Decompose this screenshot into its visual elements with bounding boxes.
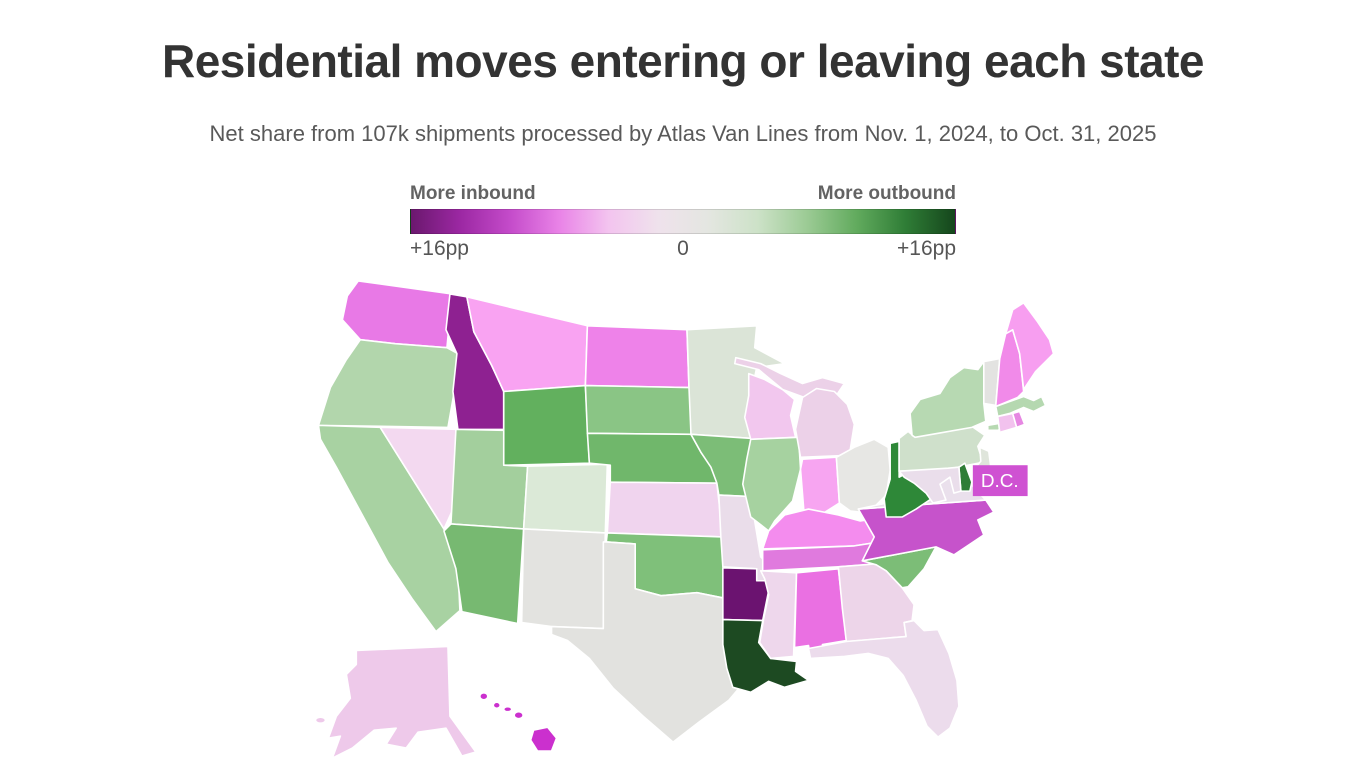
state-hawaii-kauai[interactable] (479, 692, 489, 701)
state-michigan[interactable] (794, 387, 856, 459)
legend-tick-center: 0 (677, 237, 689, 260)
page-title: Residential moves entering or leaving ea… (161, 35, 1205, 87)
state-alaska[interactable] (327, 645, 477, 759)
dc-label-text: D.C. (981, 471, 1019, 492)
dc-label-group[interactable]: D.C. (972, 465, 1028, 497)
state-ohio[interactable] (835, 438, 891, 514)
state-oregon[interactable] (317, 338, 459, 429)
state-hawaii-oahu[interactable] (492, 701, 502, 710)
color-legend: More inbound More outbound +16pp 0 +16pp (410, 183, 956, 261)
state-alaska-island[interactable] (314, 716, 327, 724)
state-kansas[interactable] (606, 481, 724, 538)
state-mississippi[interactable] (758, 569, 798, 660)
state-new-mexico[interactable] (520, 528, 607, 630)
state-hawaii-big-island[interactable] (529, 726, 558, 752)
state-new-york[interactable] (909, 360, 996, 439)
state-colorado[interactable] (522, 463, 609, 534)
state-hawaii-maui[interactable] (513, 710, 524, 720)
dc-label-box (972, 465, 1028, 497)
state-michigan-up[interactable] (733, 356, 846, 399)
page-subtitle: Net share from 107k shipments processed … (209, 121, 1157, 146)
state-maine[interactable] (1004, 302, 1055, 391)
state-maryland[interactable] (898, 466, 962, 504)
legend-gradient-bar (410, 209, 956, 234)
legend-tick-left: +16pp (410, 237, 469, 260)
state-north-dakota[interactable] (584, 324, 690, 389)
legend-label-inbound: More inbound (410, 183, 536, 204)
state-south-dakota[interactable] (584, 384, 696, 436)
us-choropleth-map: D.C. (298, 270, 1070, 768)
state-hawaii-molokai[interactable] (502, 705, 513, 713)
state-wyoming[interactable] (502, 384, 591, 467)
legend-tick-right: +16pp (897, 237, 956, 260)
state-florida[interactable] (807, 619, 960, 738)
state-rhode-island[interactable] (1011, 410, 1026, 429)
state-south-carolina[interactable] (861, 546, 937, 589)
legend-label-outbound: More outbound (817, 183, 956, 204)
state-washington[interactable] (341, 280, 453, 349)
